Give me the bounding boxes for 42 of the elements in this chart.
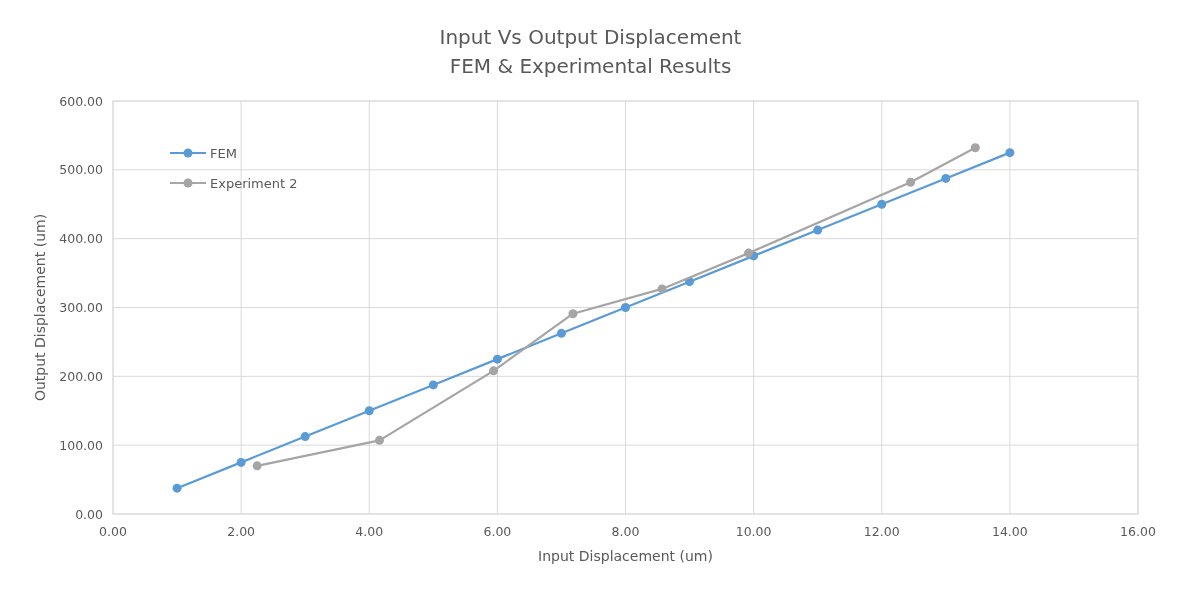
point xyxy=(877,199,887,209)
point xyxy=(236,457,246,467)
point xyxy=(300,432,310,442)
point xyxy=(172,483,182,493)
point xyxy=(375,435,384,445)
x-tick-label: 0.00 xyxy=(99,524,127,539)
point xyxy=(621,303,630,312)
point xyxy=(813,225,823,235)
point xyxy=(489,366,499,376)
y-tick-label: 600.00 xyxy=(59,93,104,109)
x-tick-label: 10.00 xyxy=(735,524,772,539)
point xyxy=(906,177,916,187)
y-tick-label: 500.00 xyxy=(59,162,104,178)
x-tick-label: 2.00 xyxy=(227,524,256,539)
y-tick-label: 300.00 xyxy=(59,300,104,315)
chart-subtitle: FEM & Experimental Results xyxy=(449,54,732,78)
point xyxy=(657,284,667,294)
x-tick-label: 16.00 xyxy=(1120,524,1156,539)
x-tick-label: 4.00 xyxy=(355,524,384,539)
point xyxy=(744,248,753,258)
legend-label: Experiment 2 xyxy=(210,175,298,191)
y-tick-label: 400.00 xyxy=(59,231,104,247)
x-tick-label: 14.00 xyxy=(991,524,1028,539)
x-tick-label: 6.00 xyxy=(483,524,512,539)
y-tick-label: 0.00 xyxy=(75,506,104,522)
x-tick-label: 8.00 xyxy=(611,524,640,539)
chart-title: Input Vs Output Displacement xyxy=(439,25,742,49)
x-tick-label: 12.00 xyxy=(863,524,900,539)
y-tick-label: 200.00 xyxy=(59,368,104,384)
point xyxy=(252,461,262,471)
point xyxy=(568,309,578,319)
x-axis-title: Input Displacement (um) xyxy=(538,548,713,564)
point xyxy=(428,380,438,390)
y-axis-title: Output Displacement (um) xyxy=(32,213,48,402)
point xyxy=(970,143,980,153)
point xyxy=(1005,148,1015,158)
point xyxy=(492,354,502,364)
point xyxy=(556,328,566,338)
legend-label: FEM xyxy=(210,145,237,161)
point xyxy=(941,173,951,183)
point xyxy=(364,406,374,416)
y-tick-label: 100.00 xyxy=(59,437,104,453)
